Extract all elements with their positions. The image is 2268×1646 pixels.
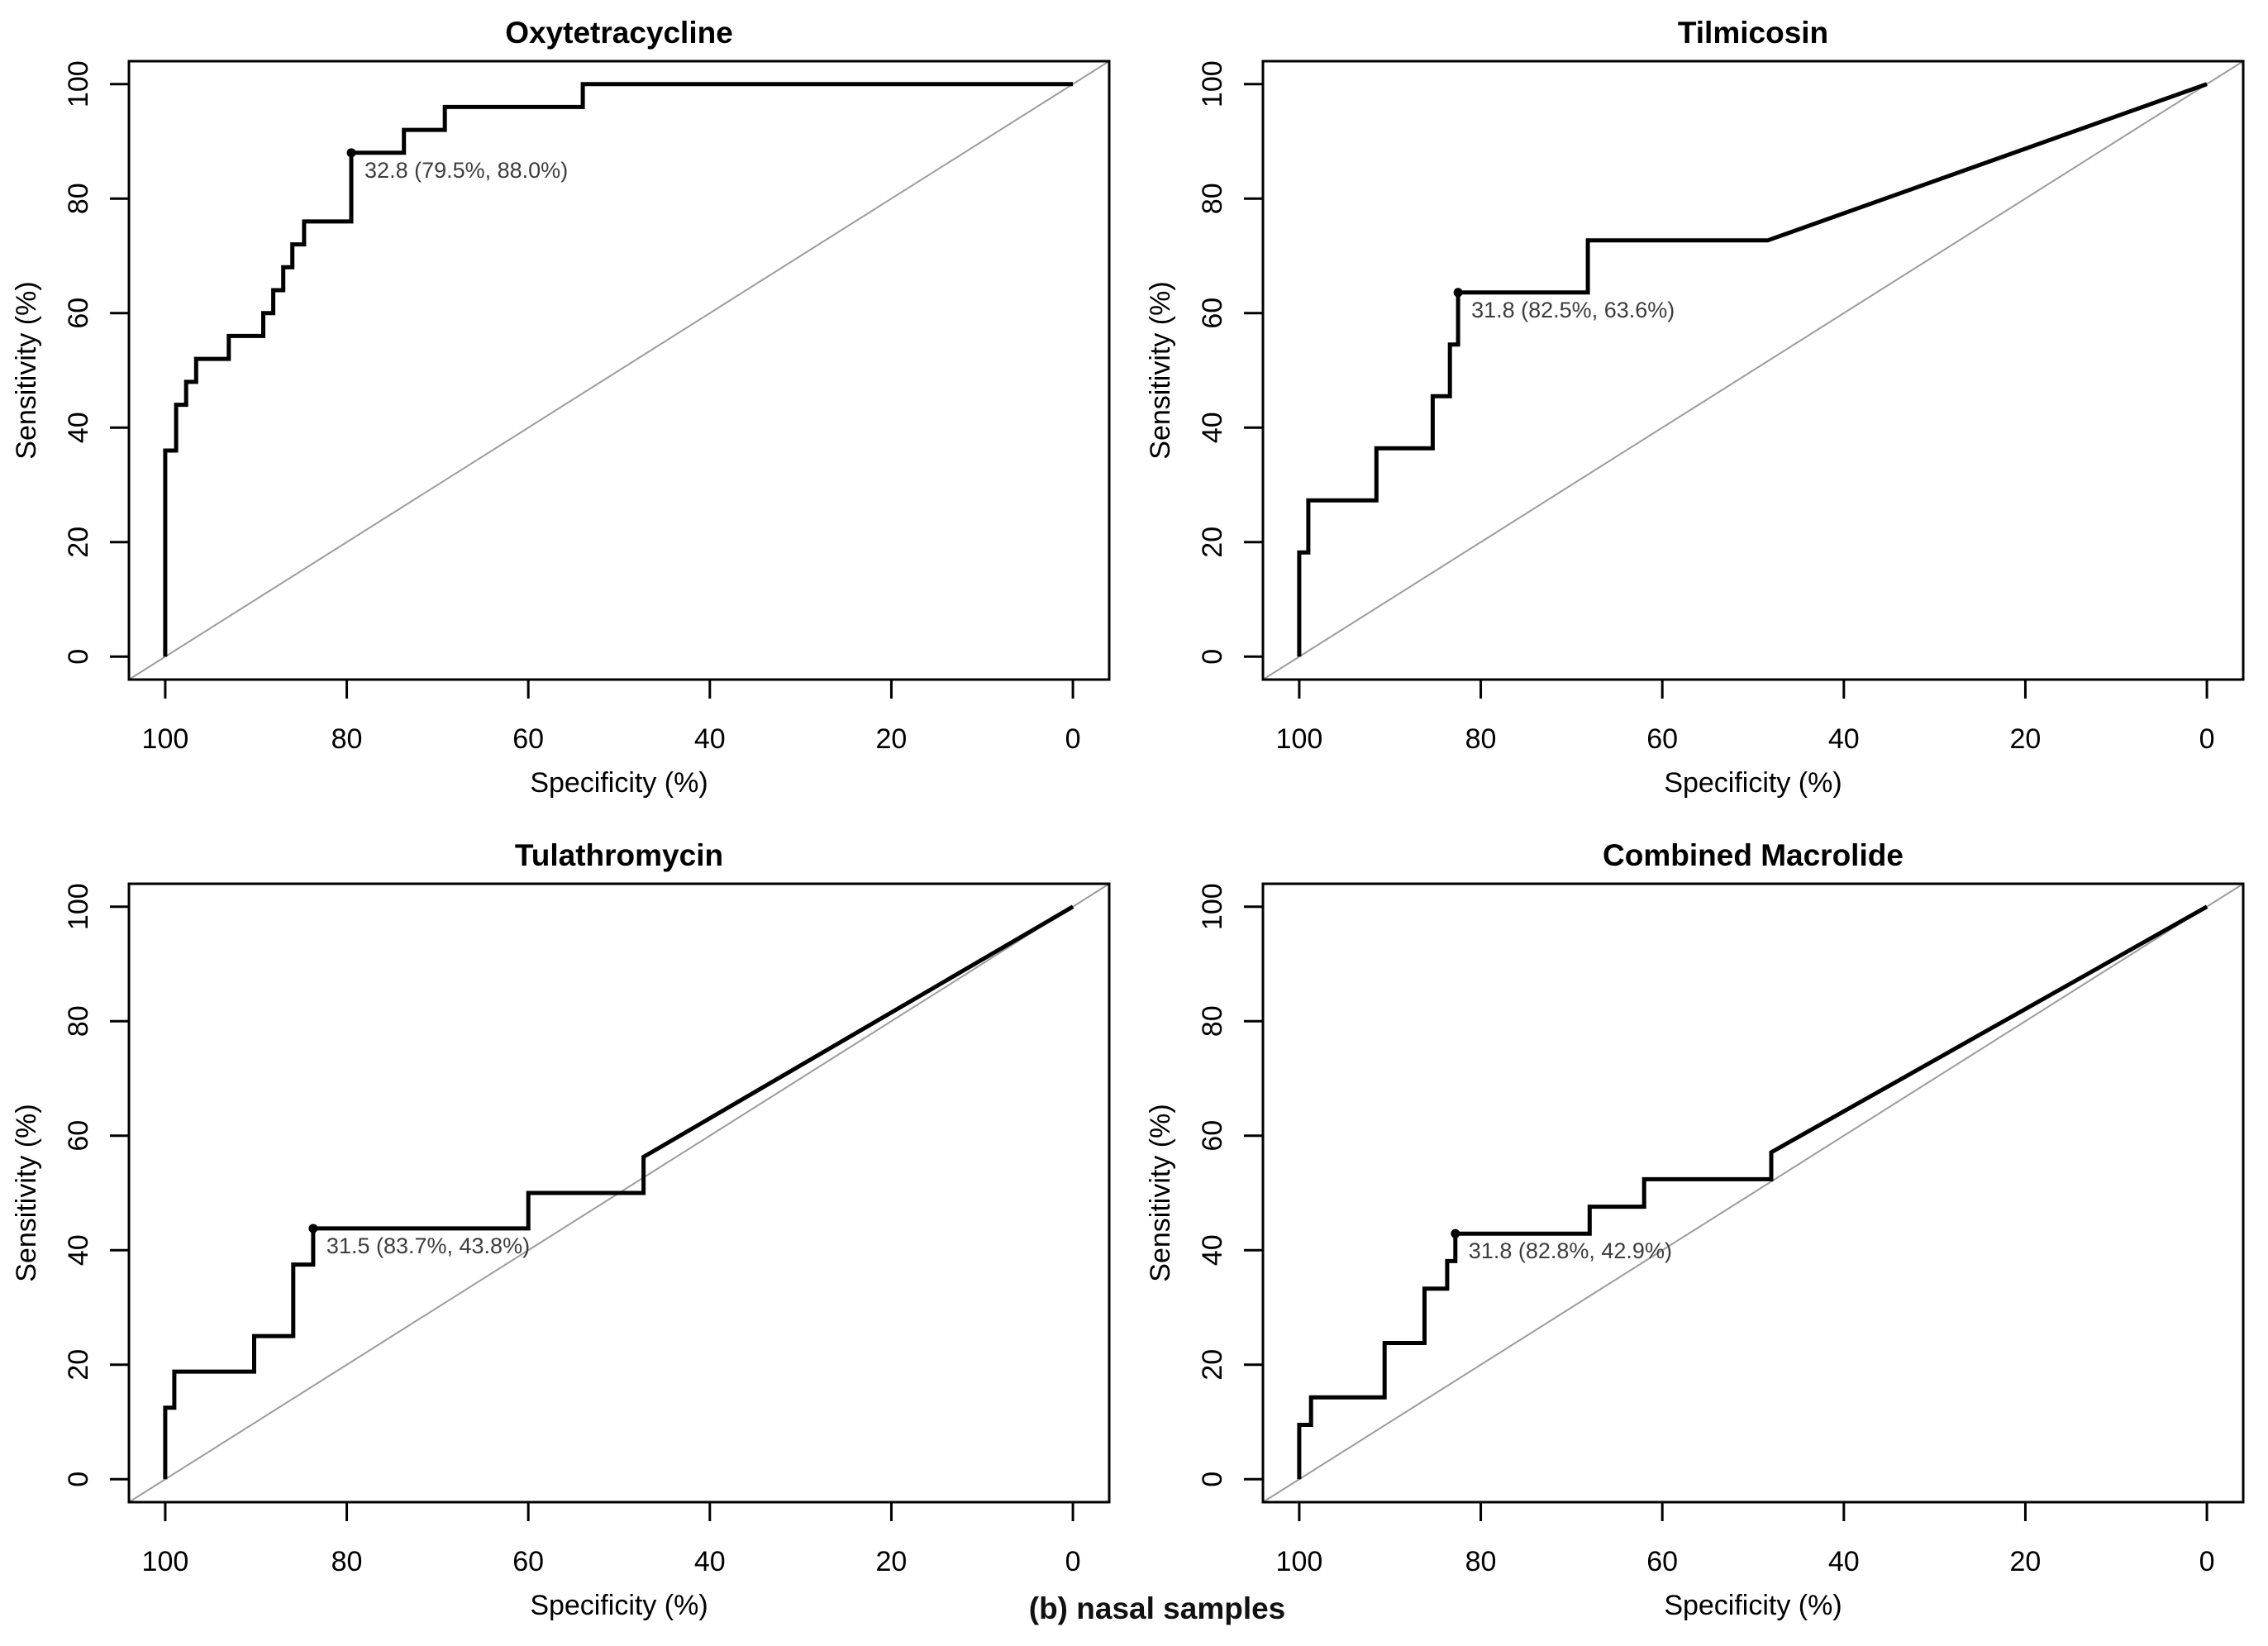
x-tick-label: 0 [1065,1546,1081,1577]
x-axis-label: Specificity (%) [530,767,708,799]
y-tick-label: 0 [63,1472,94,1487]
diagonal-reference-line [1262,883,2244,1503]
x-tick-label: 0 [2199,1546,2215,1577]
x-tick-label: 100 [142,723,189,755]
x-axis-label: Specificity (%) [1664,1590,1842,1621]
x-tick-label: 20 [2010,723,2042,755]
threshold-annotation: 32.8 (79.5%, 88.0%) [364,158,568,183]
chart-title: Oxytetracycline [505,16,733,50]
roc-panel-combined-macrolide: 100 80 60 40 20 0 0 20 40 60 80 100 Specificity (%) S… [1134,823,2268,1646]
x-tick-label: 40 [1828,1546,1860,1577]
plot-box [1261,60,2245,681]
y-tick-label: 100 [63,60,94,107]
y-tick-label: 20 [63,527,94,558]
y-tick-label: 80 [63,183,94,214]
y-axis-label: Sensitivity (%) [1145,281,1176,459]
roc-curve [163,904,1074,1480]
y-tick-label: 0 [1197,649,1228,665]
roc-curve [163,82,1074,657]
y-tick-label: 100 [1197,60,1228,107]
x-tick-label: 80 [331,1546,363,1577]
y-tick-label: 0 [1197,1472,1228,1487]
y-tick-label: 0 [63,649,94,665]
x-tick-label: 80 [331,723,363,755]
x-tick-label: 60 [512,1546,544,1577]
y-tick-label: 100 [63,883,94,930]
y-tick-label: 100 [1197,883,1228,930]
x-tick-label: 0 [2199,723,2215,755]
x-tick-label: 60 [1646,723,1678,755]
threshold-point [308,1224,318,1233]
y-tick-label: 80 [1197,183,1228,214]
x-tick-label: 80 [1465,1546,1497,1577]
roc-panel-oxytetracycline: 100 80 60 40 20 0 0 20 40 60 80 100 Specificity (%) S… [0,0,1134,823]
x-tick-label: 100 [1276,1546,1323,1577]
x-tick-label: 40 [1828,723,1860,755]
x-tick-label: 20 [876,723,908,755]
figure-caption: (b) nasal samples [1028,1591,1286,1625]
y-tick-label: 40 [63,1234,94,1266]
plot-box [127,882,1111,1504]
threshold-annotation: 31.8 (82.5%, 63.6%) [1471,298,1675,322]
x-tick-label: 40 [694,1546,726,1577]
threshold-point [1453,288,1463,298]
y-tick-label: 60 [1197,1120,1228,1152]
x-tick-label: 80 [1465,723,1497,755]
y-tick-label: 40 [63,412,94,443]
threshold-annotation: 31.5 (83.7%, 43.8%) [326,1233,530,1258]
y-axis-label: Sensitivity (%) [11,1104,42,1281]
y-tick-label: 40 [1197,1234,1228,1266]
roc-panel-tulathromycin: 100 80 60 40 20 0 0 20 40 60 80 100 Specificity (%) S… [0,823,1134,1646]
x-tick-label: 60 [1646,1546,1678,1577]
roc-curve [1297,904,2208,1480]
diagonal-reference-line [128,60,1110,680]
roc-chart-oxytetracycline: 100 80 60 40 20 0 0 20 40 60 80 100 Specificity (%) S… [11,16,1111,799]
chart-title: Combined Macrolide [1603,838,1904,872]
y-tick-label: 80 [63,1005,94,1037]
roc-chart-tilmicosin: 100 80 60 40 20 0 0 20 40 60 80 100 Specificity (%) S… [1145,16,2245,799]
plot-box [1261,882,2245,1504]
y-tick-label: 40 [1197,412,1228,443]
threshold-point [1451,1229,1460,1238]
y-tick-label: 60 [1197,298,1228,329]
y-tick-label: 60 [63,298,94,329]
x-tick-label: 0 [1065,723,1081,755]
x-tick-label: 20 [876,1546,908,1577]
x-axis-label: Specificity (%) [1664,767,1842,799]
x-tick-label: 20 [2010,1546,2042,1577]
roc-chart-combined-macrolide: 100 80 60 40 20 0 0 20 40 60 80 100 Specificity (%) S… [1145,838,2245,1621]
y-tick-label: 60 [63,1120,94,1152]
y-tick-label: 20 [1197,1349,1228,1381]
y-axis-label: Sensitivity (%) [1145,1104,1176,1281]
y-tick-label: 80 [1197,1005,1228,1037]
y-tick-label: 20 [63,1349,94,1381]
threshold-annotation: 31.8 (82.8%, 42.9%) [1469,1238,1672,1263]
x-tick-label: 60 [512,723,544,755]
chart-title: Tilmicosin [1678,16,1828,50]
roc-curve [1297,82,2208,657]
roc-chart-tulathromycin: 100 80 60 40 20 0 0 20 40 60 80 100 Specificity (%) S… [11,838,1111,1621]
x-tick-label: 40 [694,723,726,755]
plot-box [127,60,1111,681]
chart-title: Tulathromycin [515,838,723,872]
x-tick-label: 100 [1276,723,1323,755]
y-axis-label: Sensitivity (%) [11,281,42,459]
x-axis-label: Specificity (%) [530,1590,708,1621]
diagonal-reference-line [1262,60,2244,680]
threshold-point [346,148,356,158]
roc-panel-tilmicosin: 100 80 60 40 20 0 0 20 40 60 80 100 Specificity (%) S… [1134,0,2268,823]
x-tick-label: 100 [142,1546,189,1577]
y-tick-label: 20 [1197,527,1228,558]
